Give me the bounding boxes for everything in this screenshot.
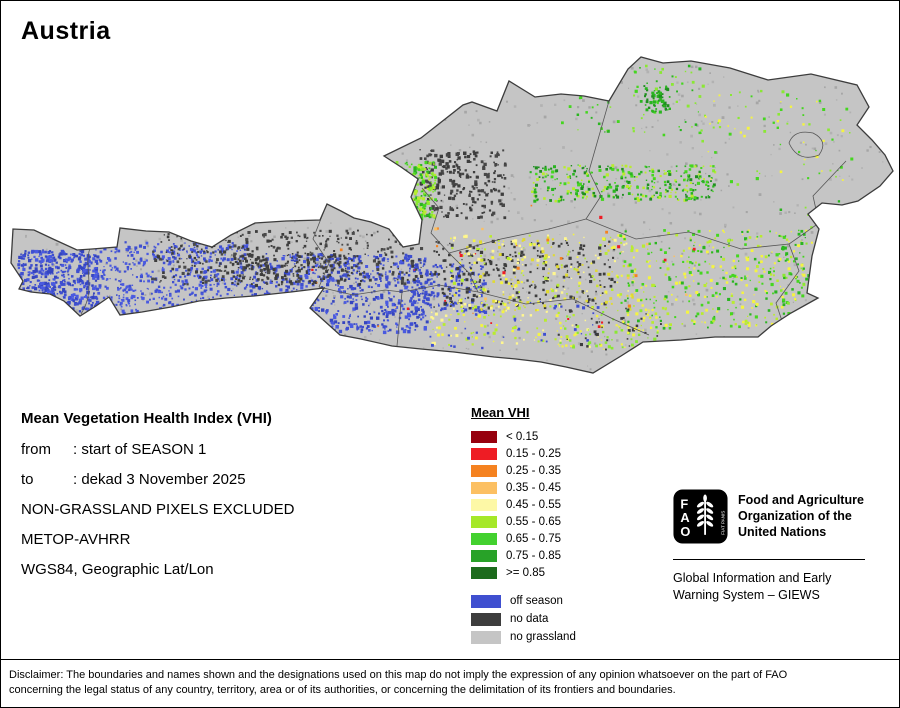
- page-title: Austria: [21, 17, 111, 45]
- legend-row: 0.45 - 0.55: [471, 496, 576, 513]
- country-boundary: [10, 56, 894, 374]
- legend-row: off season: [471, 592, 576, 610]
- legend-label: 0.75 - 0.85: [506, 549, 561, 562]
- fao-org-line: United Nations: [738, 525, 827, 539]
- info-row-value: NON-GRASSLAND PIXELS EXCLUDED: [21, 501, 295, 518]
- map-info-row: from : start of SEASON 1: [21, 441, 294, 459]
- legend-color-swatch: [471, 515, 497, 528]
- info-row-value: : start of SEASON 1: [73, 441, 207, 458]
- map-info: Mean Vegetation Health Index (VHI) from:…: [21, 410, 294, 591]
- legend-label: 0.25 - 0.35: [506, 464, 561, 477]
- legend-color-swatch: [471, 532, 497, 545]
- disclaimer: Disclaimer: The boundaries and names sho…: [1, 659, 899, 707]
- info-row-label: from: [21, 441, 51, 458]
- fao-block: F A O FIAT PANIS Food and Agriculture O: [673, 489, 865, 604]
- legend-color-swatch: [471, 430, 497, 443]
- fao-divider: [673, 559, 865, 560]
- legend-label: no data: [510, 613, 549, 625]
- country-fill: [11, 57, 893, 373]
- austria-map: [10, 56, 894, 374]
- legend-label: < 0.15: [506, 430, 539, 443]
- fao-giews-line: Warning System – GIEWS: [673, 588, 820, 602]
- legend-label: 0.65 - 0.75: [506, 532, 561, 545]
- map-info-heading: Mean Vegetation Health Index (VHI): [21, 410, 272, 427]
- info-row-value: WGS84, Geographic Lat/Lon: [21, 561, 214, 578]
- state-boundaries: [80, 100, 847, 347]
- map-info-row: to : dekad 3 November 2025: [21, 471, 294, 489]
- map-info-rows: from : start of SEASON 1 to : dekad 3 Novem…: [21, 441, 294, 579]
- legend-color-swatch: [471, 594, 501, 608]
- map-info-row: METOP-AVHRR: [21, 531, 294, 549]
- legend-label: 0.45 - 0.55: [506, 498, 561, 511]
- legend-color-swatch: [471, 549, 497, 562]
- map-info-row: WGS84, Geographic Lat/Lon: [21, 561, 294, 579]
- legend-row: no data: [471, 610, 576, 628]
- legend-row: 0.25 - 0.35: [471, 462, 576, 479]
- disclaimer-line-2: concerning the legal status of any count…: [9, 684, 676, 696]
- legend-label: >= 0.85: [506, 566, 546, 579]
- disclaimer-line-1: Disclaimer: The boundaries and names sho…: [9, 669, 788, 681]
- info-row-value: : dekad 3 November 2025: [73, 471, 246, 488]
- legend-title: Mean VHI: [471, 405, 530, 420]
- legend-row: 0.15 - 0.25: [471, 445, 576, 462]
- legend-row: 0.65 - 0.75: [471, 530, 576, 547]
- fao-header: F A O FIAT PANIS Food and Agriculture O: [673, 489, 865, 544]
- legend-label: 0.55 - 0.65: [506, 515, 561, 528]
- legend-row: 0.55 - 0.65: [471, 513, 576, 530]
- legend-extra: off season no data no grassland: [471, 592, 576, 646]
- fao-giews-lines: Global Information and Early Warning Syst…: [673, 570, 865, 604]
- map-info-row: NON-GRASSLAND PIXELS EXCLUDED: [21, 501, 294, 519]
- legend-label: no grassland: [510, 631, 576, 643]
- fao-org-lines: Food and Agriculture Organization of the U…: [738, 489, 864, 540]
- fao-logo-icon: F A O FIAT PANIS: [673, 489, 728, 544]
- legend-color-swatch: [471, 630, 501, 644]
- vhi-legend: Mean VHI < 0.15 0.15 - 0.25 0.25 - 0.35 0.3…: [471, 405, 576, 646]
- fao-org-line: Organization of the: [738, 509, 852, 523]
- legend-label: 0.35 - 0.45: [506, 481, 561, 494]
- legend-row: < 0.15: [471, 428, 576, 445]
- fao-giews-line: Global Information and Early: [673, 571, 832, 585]
- legend-color-swatch: [471, 481, 497, 494]
- fao-org-line: Food and Agriculture: [738, 493, 864, 507]
- legend-row: 0.35 - 0.45: [471, 479, 576, 496]
- legend-row: 0.75 - 0.85: [471, 547, 576, 564]
- legend-classes: < 0.15 0.15 - 0.25 0.25 - 0.35 0.35 - 0.45 0…: [471, 428, 576, 581]
- legend-label: off season: [510, 595, 563, 607]
- legend-row: no grassland: [471, 628, 576, 646]
- legend-row: >= 0.85: [471, 564, 576, 581]
- legend-color-swatch: [471, 464, 497, 477]
- legend-color-swatch: [471, 447, 497, 460]
- legend-color-swatch: [471, 498, 497, 511]
- info-row-value: METOP-AVHRR: [21, 531, 131, 548]
- legend-color-swatch: [471, 566, 497, 579]
- legend-color-swatch: [471, 612, 501, 626]
- legend-label: 0.15 - 0.25: [506, 447, 561, 460]
- info-row-label: to: [21, 471, 34, 488]
